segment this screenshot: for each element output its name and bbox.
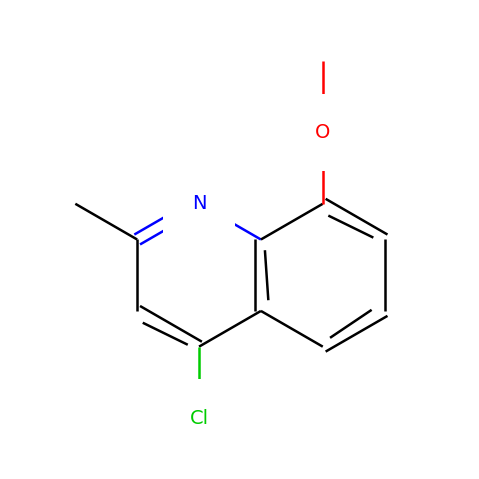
- Text: Cl: Cl: [190, 409, 209, 428]
- Text: O: O: [315, 123, 331, 142]
- Text: N: N: [192, 194, 206, 213]
